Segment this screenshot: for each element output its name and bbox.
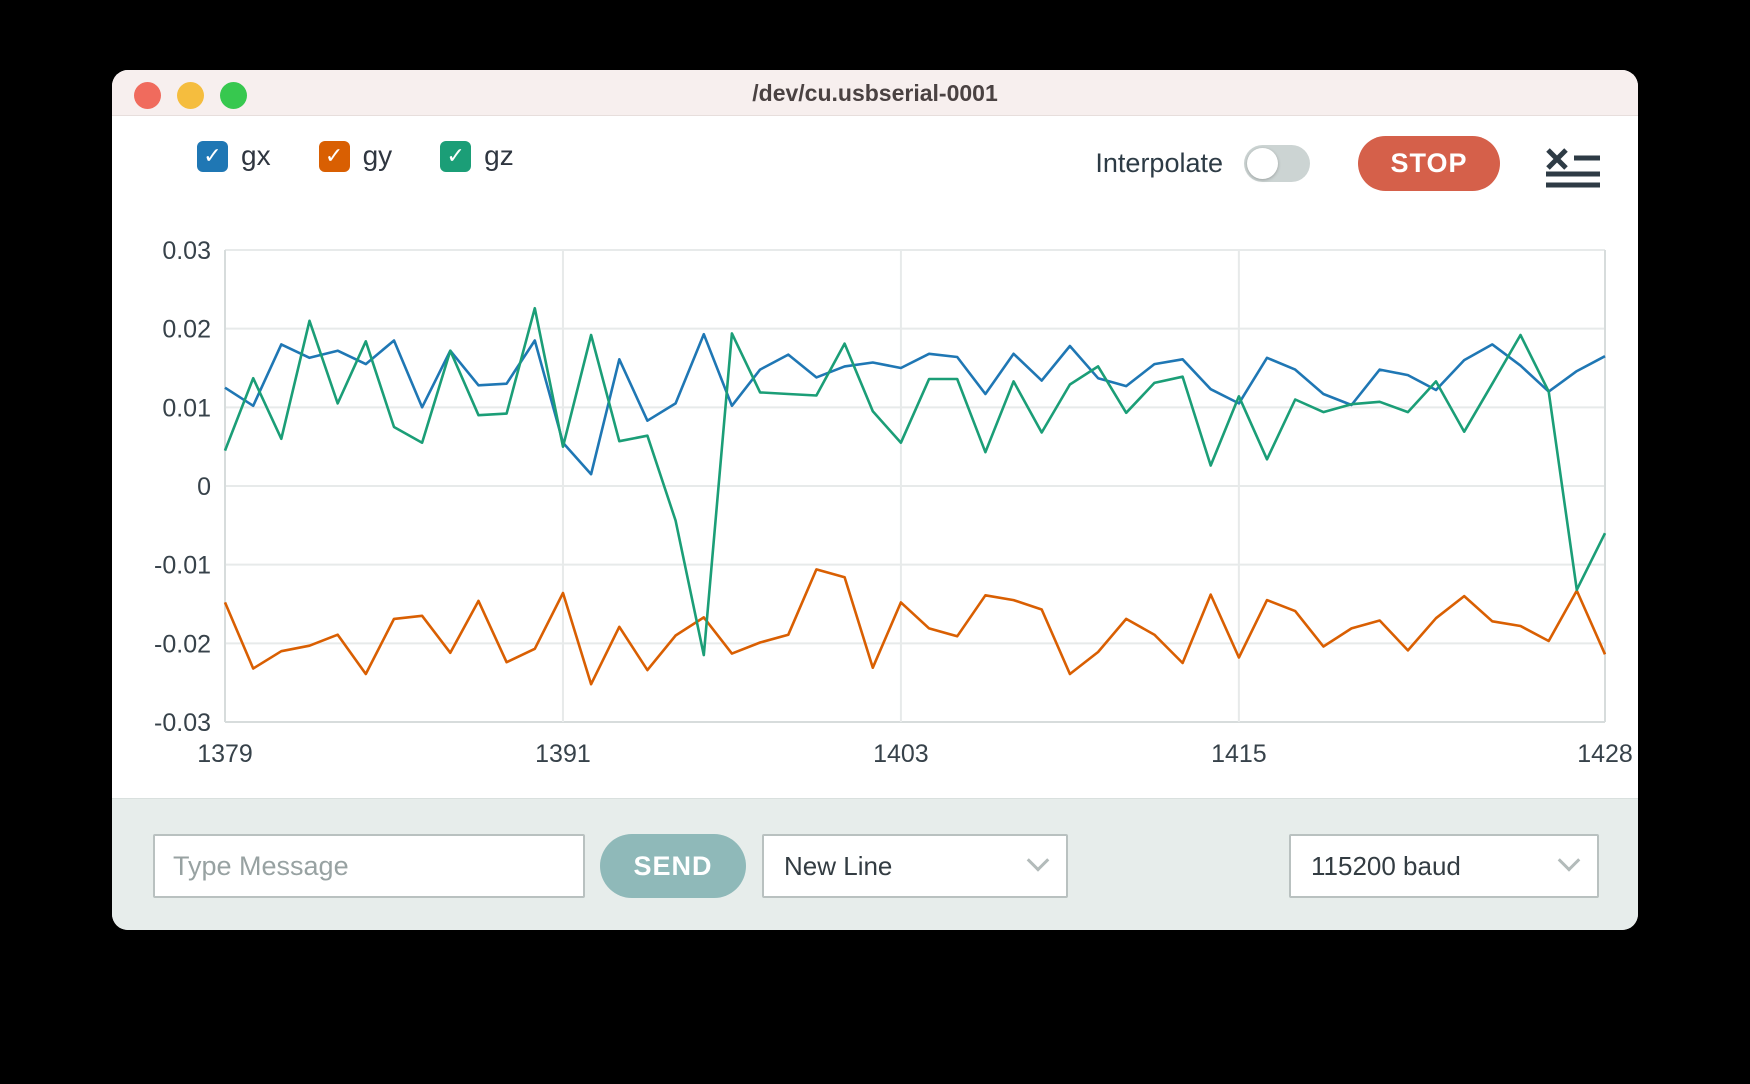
checkbox-gx[interactable]: ✓ xyxy=(197,140,228,172)
legend-item-gy: ✓ gy xyxy=(318,140,393,172)
svg-text:-0.02: -0.02 xyxy=(154,630,211,658)
svg-text:0.01: 0.01 xyxy=(162,394,211,422)
baud-rate-value: 115200 baud xyxy=(1311,850,1461,881)
interpolate-toggle[interactable] xyxy=(1244,145,1310,182)
checkbox-gz[interactable]: ✓ xyxy=(440,140,472,172)
legend-item-gx: ✓ gx xyxy=(197,140,271,172)
message-bar: SEND New Line 115200 baud xyxy=(112,798,1638,930)
clear-list-icon xyxy=(1546,148,1600,188)
line-ending-select[interactable]: New Line xyxy=(762,834,1068,898)
app-window: /dev/cu.usbserial-0001 ✓ gx ✓ gy ✓ gz xyxy=(112,70,1638,930)
svg-text:1391: 1391 xyxy=(535,740,591,768)
minimize-button[interactable] xyxy=(177,82,204,109)
line-ending-value: New Line xyxy=(784,850,893,881)
legend-label-gz: gz xyxy=(484,140,514,171)
svg-text:0: 0 xyxy=(197,473,211,501)
check-icon: ✓ xyxy=(203,143,222,168)
message-input[interactable] xyxy=(153,834,585,898)
check-icon: ✓ xyxy=(446,143,465,168)
legend-item-gz: ✓ gz xyxy=(440,140,514,172)
clear-console-button[interactable] xyxy=(1544,146,1602,188)
titlebar: /dev/cu.usbserial-0001 xyxy=(112,70,1638,116)
chevron-down-icon xyxy=(1026,849,1050,872)
close-button[interactable] xyxy=(134,82,161,109)
toggle-knob-icon xyxy=(1247,148,1278,179)
svg-text:1415: 1415 xyxy=(1211,740,1267,768)
chart-canvas: 0.03 0.02 0.01 0 -0.01 -0.02 -0.03 1379 1391 1403… xyxy=(154,237,1633,768)
series-legend: ✓ gx ✓ gy ✓ gz xyxy=(197,140,514,172)
svg-text:-0.03: -0.03 xyxy=(154,709,211,737)
controls-row: ✓ gx ✓ gy ✓ gz Interpolate STOP xyxy=(112,116,1638,212)
baud-rate-select[interactable]: 115200 baud xyxy=(1289,834,1599,898)
stop-button[interactable]: STOP xyxy=(1358,136,1500,191)
svg-text:1403: 1403 xyxy=(873,740,929,768)
svg-text:0.03: 0.03 xyxy=(162,237,211,265)
checkbox-gy[interactable]: ✓ xyxy=(318,140,350,172)
legend-label-gx: gx xyxy=(241,140,271,171)
legend-label-gy: gy xyxy=(362,140,393,171)
svg-text:1428: 1428 xyxy=(1577,740,1633,768)
interpolate-label: Interpolate xyxy=(1095,148,1223,178)
zoom-button[interactable] xyxy=(220,82,247,109)
chart-area: 0.03 0.02 0.01 0 -0.01 -0.02 -0.03 1379 1391 1403… xyxy=(112,210,1638,810)
send-button[interactable]: SEND xyxy=(600,834,746,898)
check-icon: ✓ xyxy=(324,143,344,168)
svg-text:1379: 1379 xyxy=(197,740,253,768)
svg-text:-0.01: -0.01 xyxy=(154,552,211,580)
window-title: /dev/cu.usbserial-0001 xyxy=(752,80,998,106)
svg-text:0.02: 0.02 xyxy=(162,316,211,344)
chevron-down-icon xyxy=(1557,849,1581,872)
